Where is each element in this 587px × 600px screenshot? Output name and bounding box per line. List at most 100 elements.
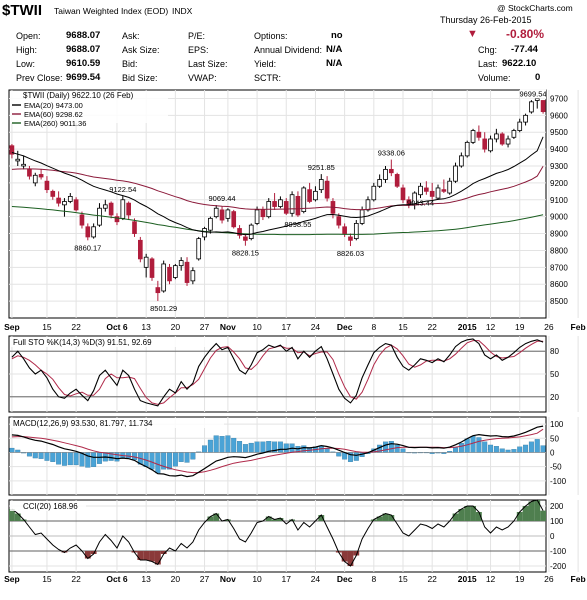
macd-histogram-bar (528, 441, 534, 453)
price-panel (8, 89, 547, 319)
macd-histogram-bar (44, 452, 50, 461)
x-tick-label: 24 (311, 322, 321, 332)
macd-histogram-bar (73, 452, 79, 466)
x-tick-label-bottom: 2015 (458, 574, 477, 584)
macd-histogram-bar (277, 441, 283, 453)
macd-histogram-bar (248, 442, 254, 453)
candle-body (476, 131, 482, 138)
y-tick-label: 50 (550, 434, 559, 443)
cci-title: CCI(20) 168.96 (23, 502, 78, 511)
cci-overbought-fill (516, 512, 523, 521)
candle-body (394, 174, 400, 187)
cci-overbought-fill (534, 500, 541, 521)
cci-oversold-fill (347, 551, 354, 566)
candle-body (108, 202, 114, 216)
cci-oversold-fill (90, 551, 97, 554)
cci-oversold-fill (149, 551, 155, 562)
x-tick-label-bottom: 24 (311, 574, 321, 584)
last-price-label: 9699.54 (519, 90, 546, 99)
y-tick-label: 9500 (550, 128, 568, 137)
x-tick-label: 19 (515, 322, 525, 332)
cci-oversold-fill (137, 551, 144, 560)
macd-histogram-bar (231, 437, 237, 453)
candle-body (441, 189, 447, 192)
macd-histogram-bar (155, 452, 161, 474)
price-annotation: 9122.54 (109, 185, 136, 194)
cci-overbought-fill (388, 515, 395, 521)
macd-histogram-bar (540, 445, 546, 453)
macd-histogram-bar (56, 452, 62, 465)
candle-body (114, 216, 120, 223)
candle-body (225, 209, 231, 219)
candle-body (44, 180, 50, 191)
candle-body (184, 261, 190, 283)
cci-overbought-fill (207, 516, 214, 521)
y-tick-label: 0 (550, 448, 555, 457)
candle-body (529, 101, 534, 113)
candle-body (67, 195, 73, 202)
y-tick-label: 9400 (550, 145, 568, 154)
cci-oversold-fill (154, 551, 161, 565)
cci-oversold-fill (353, 551, 360, 556)
x-tick-label: Sep (4, 322, 20, 332)
ask-label: Ask: (122, 31, 140, 41)
x-tick-label: 22 (71, 322, 81, 332)
open-label: Open: (16, 31, 41, 41)
index-name: Taiwan Weighted Index (EOD) (54, 6, 169, 16)
copyright: @ StockCharts.com (497, 3, 573, 13)
y-tick-label: 8900 (550, 230, 568, 239)
down-triangle-icon: ▼ (467, 28, 478, 40)
candle-body (196, 238, 202, 260)
macd-title: MACD(12,26,9) 93.530, 81.797, 11.734 (13, 419, 153, 428)
candle-body (447, 180, 453, 194)
x-tick-label-bottom: Feb (571, 574, 586, 584)
last-price-box (520, 89, 546, 99)
legend-box (10, 501, 86, 511)
cci-overbought-fill (475, 512, 482, 521)
legend-entry: EMA(20) 9473.00 (24, 101, 83, 110)
macd-histogram-bar (126, 452, 132, 459)
candle-body (149, 258, 155, 278)
cci-overbought-fill (213, 513, 220, 521)
y-tick-label: 9200 (550, 179, 568, 188)
candle-body (237, 228, 242, 236)
prev-close-value: 9699.54 (66, 72, 101, 83)
x-tick-label: Oct 6 (106, 322, 128, 332)
candle-body (324, 180, 330, 199)
y-tick-label: 8600 (550, 280, 568, 289)
y-tick-label: -100 (550, 547, 567, 556)
price-annotation: 9251.85 (308, 163, 335, 172)
candle-body (348, 236, 353, 241)
x-tick-label: 26 (544, 322, 554, 332)
x-tick-label: 20 (171, 322, 181, 332)
cci-overbought-fill (9, 509, 15, 521)
macd-histogram-bar (50, 452, 56, 462)
macd-histogram-bar (283, 443, 289, 453)
price-panel-title: $TWII (Daily) 9622.10 (26 Feb) (23, 91, 134, 100)
price-annotation: 9043.44 (407, 198, 434, 207)
macd-histogram-bar (91, 452, 97, 467)
macd-histogram-bar (382, 441, 388, 453)
candle-body (353, 223, 359, 240)
cci-overbought-fill (277, 518, 284, 521)
y-tick-label: 9000 (550, 213, 568, 222)
candle-body (178, 260, 184, 267)
candle-body (213, 207, 219, 218)
candle-body (243, 236, 248, 241)
price-annotation: 9338.06 (378, 149, 405, 158)
candle-body (62, 201, 67, 206)
candle-body (38, 174, 44, 178)
cci-overbought-fill (14, 513, 21, 521)
cci-oversold-fill (160, 551, 167, 554)
candle-body (85, 226, 91, 238)
cci-overbought-fill (540, 510, 546, 521)
y-tick-label: 9300 (550, 162, 568, 171)
candle-body (342, 226, 347, 234)
prev-close-label: Prev Close: (16, 73, 63, 83)
price-annotation: 8998.55 (284, 220, 311, 229)
candle-body (161, 263, 167, 292)
macd-histogram-bar (202, 445, 208, 453)
quote-header: $TWII Taiwan Weighted Index (EOD) INDX @… (0, 0, 587, 88)
legend-entry: EMA(60) 9298.62 (24, 110, 83, 119)
macd-histogram-bar (499, 448, 505, 453)
